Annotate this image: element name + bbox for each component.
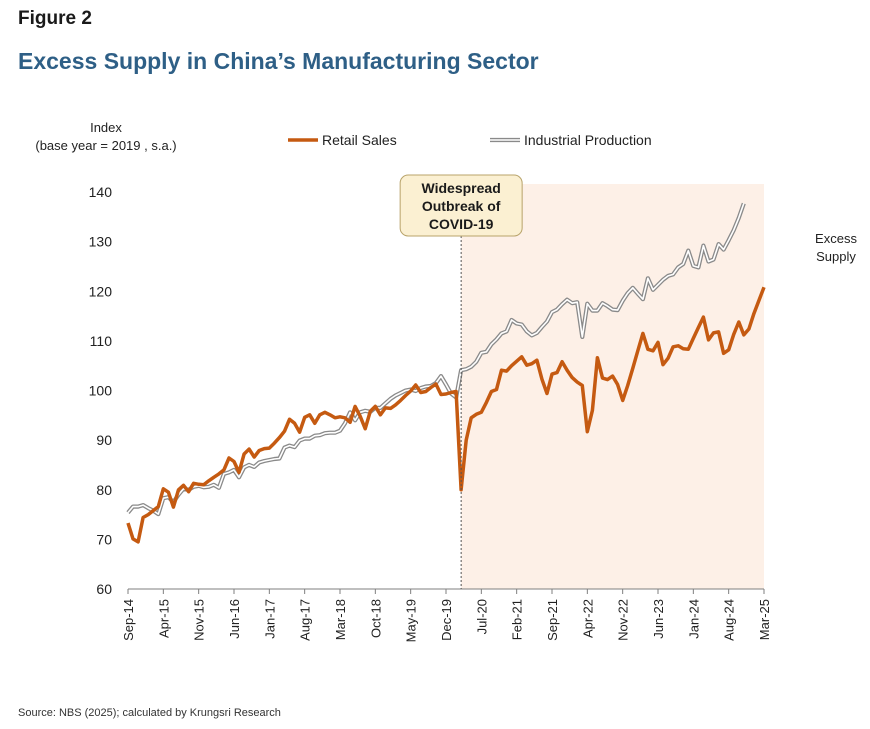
x-tick-label-Aug-24: Aug-24 [722,599,737,641]
x-tick-label-Oct-18: Oct-18 [368,599,383,638]
x-tick-label-Jul-20: Jul-20 [474,599,489,634]
x-tick-label-Apr-15: Apr-15 [156,599,171,638]
x-tick-label-Nov-22: Nov-22 [616,599,631,641]
y-tick-label-80: 80 [96,482,112,498]
source-note: Source: NBS (2025); calculated by Krungs… [18,707,281,719]
x-tick-label-Nov-15: Nov-15 [192,599,207,641]
x-tick-label-Feb-21: Feb-21 [510,599,525,640]
y-tick-label-60: 60 [96,581,112,597]
y-tick-label-90: 90 [96,432,112,448]
legend-retail-label: Retail Sales [322,132,397,148]
x-tick-label-Jun-23: Jun-23 [651,599,666,639]
y-tick-label-130: 130 [89,234,113,250]
x-tick-label-Aug-17: Aug-17 [298,599,313,641]
excess-supply-label-line2: Supply [816,249,856,264]
x-tick-label-Jan-24: Jan-24 [686,599,701,639]
retail-sales-line [126,286,766,544]
excess-supply-label-line1: Excess [815,231,857,246]
x-tick-label-Sep-14: Sep-14 [121,599,136,641]
y-axis-label-line1: Index [90,120,122,135]
chart-title: Excess Supply in China’s Manufacturing S… [18,48,539,74]
y-tick-label-110: 110 [90,333,113,349]
x-tick-label-Apr-22: Apr-22 [580,599,595,638]
covid-callout-box [399,174,523,237]
figure-label: Figure 2 [18,8,92,29]
legend-industrial-label: Industrial Production [524,132,652,148]
x-tick-label-Mar-18: Mar-18 [333,599,348,640]
y-tick-label-100: 100 [89,383,113,399]
covid-period-shade [461,184,764,589]
x-tick-label-May-19: May-19 [404,599,419,642]
x-tick-label-Dec-19: Dec-19 [439,599,454,641]
y-axis-label-line2: (base year = 2019 , s.a.) [35,138,176,153]
covid-callout-text-3: COVID-19 [429,216,494,232]
y-tick-label-140: 140 [89,184,113,200]
x-tick-label-Jan-17: Jan-17 [262,599,277,639]
y-tick-label-120: 120 [89,283,113,299]
covid-callout-text-2: Outbreak of [422,198,501,214]
x-tick-label-Jun-16: Jun-16 [227,599,242,639]
x-tick-label-Mar-25: Mar-25 [757,599,772,640]
y-tick-label-70: 70 [96,531,112,547]
chart: 60 70 80 90 100 110 120 130 140 Sep-14 Apr-15 Nov-1… [0,0,857,642]
x-tick-label-Sep-21: Sep-21 [545,599,560,641]
covid-callout-text-1: Widespread [422,180,501,196]
